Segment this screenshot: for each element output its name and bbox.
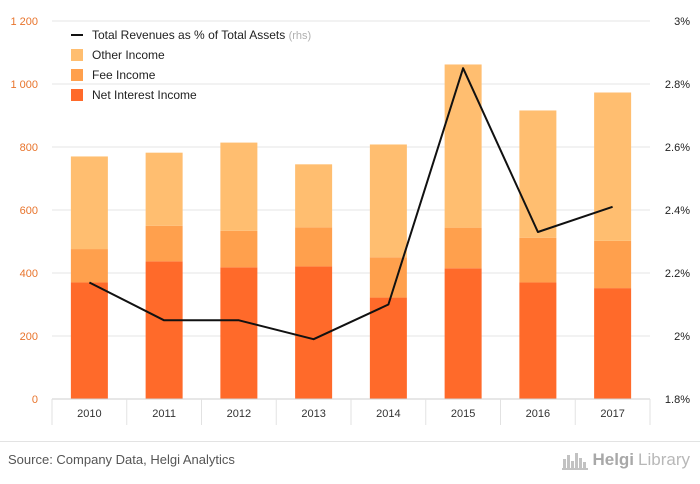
logo-text-library: Library (638, 450, 690, 469)
x-tick-label: 2011 (152, 408, 176, 420)
bar-fee-income (444, 227, 482, 269)
x-tick-label: 2017 (600, 408, 624, 420)
bar-fee-income (594, 240, 632, 289)
right-tick-label: 2.6% (665, 142, 690, 154)
bar-fee-income (70, 249, 108, 283)
left-tick-label: 800 (20, 142, 38, 154)
right-tick-label: 1.8% (665, 394, 690, 406)
bar-other-income (70, 156, 108, 250)
x-tick-label: 2016 (526, 408, 550, 420)
footer: Source: Company Data, Helgi Analytics He… (0, 441, 700, 484)
bar-other-income (295, 164, 333, 228)
bar-fee-income (519, 237, 557, 283)
legend: Total Revenues as % of Total Assets (rhs… (71, 28, 311, 102)
skyline-icon (562, 453, 589, 470)
bar-fee-income (145, 225, 183, 262)
right-axis: 1.8% 2% 2.2% 2.4% 2.6% 2.8% 3% (665, 16, 690, 406)
left-tick-label: 200 (20, 331, 38, 343)
legend-label: Net Interest Income (92, 88, 197, 102)
chart-container: 0 200 400 600 800 1 000 1 200 1.8% 2% 2.2% 2.4% 2.… (10, 16, 690, 425)
revenue-ratio-line (88, 67, 613, 341)
left-axis: 0 200 400 600 800 1 000 1 200 (10, 16, 38, 406)
right-tick-label: 2.2% (665, 268, 690, 280)
bar-net-interest-income (220, 267, 258, 399)
bar-net-interest-income (70, 282, 108, 399)
source-note: Source: Company Data, Helgi Analytics (8, 452, 235, 467)
bar-other-income (369, 144, 407, 258)
bar-other-income (145, 152, 183, 226)
bar-net-interest-income (444, 268, 482, 399)
legend-label: Fee Income (92, 68, 156, 82)
left-tick-label: 600 (20, 205, 38, 217)
logo-text-helgi: Helgi (592, 450, 635, 469)
left-tick-label: 400 (20, 268, 38, 280)
right-tick-label: 2.8% (665, 79, 690, 91)
bar-other-income (594, 92, 632, 241)
x-tick-label: 2012 (227, 408, 251, 420)
right-tick-label: 2.4% (665, 205, 690, 217)
x-tick-label: 2013 (301, 408, 325, 420)
revenue-chart: 0 200 400 600 800 1 000 1 200 1.8% 2% 2.2% 2.4% 2.… (10, 16, 690, 425)
x-tick-label: 2014 (376, 408, 400, 420)
x-axis: 2010 2011 2012 2013 2014 2015 2016 2017 (51, 398, 651, 425)
legend-swatch (71, 89, 83, 101)
bar-net-interest-income (594, 288, 632, 399)
bar-fee-income (295, 227, 333, 267)
bar-net-interest-income (145, 261, 183, 399)
helgi-library-logo: Helgi Library (562, 450, 690, 470)
legend-label-revenue-ratio: Total Revenues as % of Total Assets (rhs… (92, 28, 311, 42)
legend-swatch (71, 69, 83, 81)
right-tick-label: 3% (674, 16, 690, 28)
left-tick-label: 1 000 (10, 79, 38, 91)
bar-other-income (220, 142, 258, 231)
legend-label: Other Income (92, 48, 165, 62)
left-tick-label: 1 200 (10, 16, 38, 28)
legend-rhs-note: (rhs) (289, 30, 312, 42)
left-tick-label: 0 (32, 394, 38, 406)
legend-swatch (71, 49, 83, 61)
bar-series (70, 64, 632, 399)
bar-other-income (519, 110, 557, 238)
bar-other-income (444, 64, 482, 228)
line-series (88, 67, 613, 341)
bar-net-interest-income (519, 282, 557, 399)
x-tick-label: 2015 (451, 408, 475, 420)
x-tick-label: 2010 (77, 408, 101, 420)
bar-fee-income (220, 230, 258, 268)
bar-net-interest-income (369, 297, 407, 399)
right-tick-label: 2% (674, 331, 690, 343)
